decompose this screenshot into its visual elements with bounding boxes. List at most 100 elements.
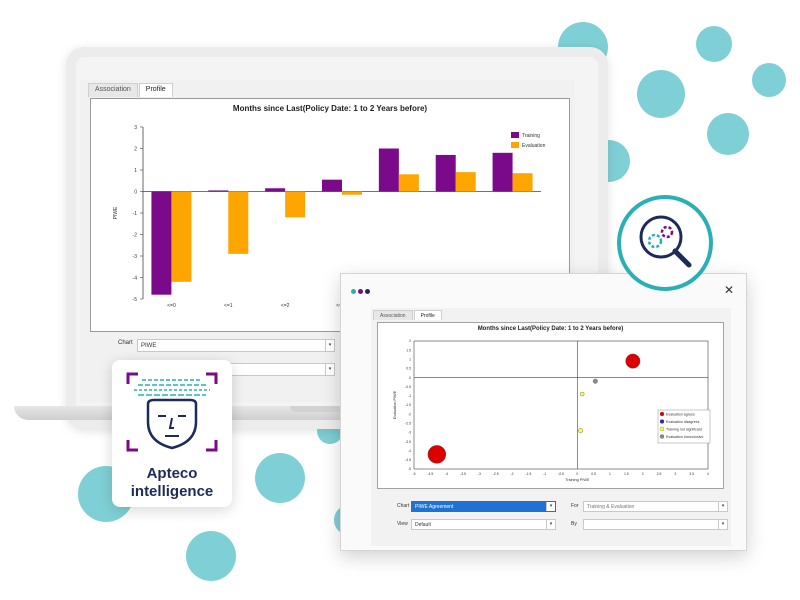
scatter-point	[427, 445, 447, 464]
window-dot	[365, 289, 370, 294]
scatter-point	[578, 428, 584, 434]
tab-association[interactable]: Association	[88, 83, 138, 97]
y-tick-label: -3	[133, 254, 138, 260]
chevron-down-icon: ▾	[718, 520, 727, 529]
for-select[interactable]: Training & Evaluation ▾	[583, 501, 728, 512]
tab-bar: Association Profile	[373, 310, 443, 320]
window-dot	[351, 289, 356, 294]
y-tick-label: -4	[408, 449, 411, 453]
legend-label: Evaluation inconclusive	[666, 435, 703, 439]
view-select-value: Default	[415, 522, 431, 528]
brand-tagline: intelligence	[130, 483, 214, 500]
profile-window: ✕ Association Profile Months since Last(…	[340, 273, 747, 551]
chart-field-label: Chart	[118, 340, 133, 346]
y-tick-label: 0.5	[406, 367, 411, 371]
decor-dot	[186, 531, 236, 581]
x-tick-label: 1	[609, 472, 611, 476]
decor-dot	[637, 70, 685, 118]
x-tick-label: 1.5	[624, 472, 629, 476]
scatter-point	[580, 391, 585, 397]
y-tick-label: -2.5	[405, 421, 411, 425]
x-tick-label: -4.5	[427, 472, 433, 476]
chart-select[interactable]: PIWE Agreement ▾	[411, 501, 556, 512]
chevron-down-icon: ▾	[546, 502, 555, 511]
for-field-label: For	[571, 503, 579, 509]
bar-training	[151, 191, 172, 295]
x-tick-label: 0	[576, 472, 578, 476]
plot-frame	[413, 340, 709, 470]
scatter-chart: -5 -4.5 -4 -3.5 -3 -2.5 -2 -1.5 -1 -0.5 0 0.5 1 1.5 2 2…	[393, 339, 711, 482]
y-tick-label: 1	[134, 168, 137, 174]
legend-label: Training	[522, 133, 540, 139]
x-tick-label: -5	[412, 472, 415, 476]
close-icon[interactable]: ✕	[723, 283, 734, 297]
view-select[interactable]: Default ▾	[411, 519, 556, 530]
y-tick-label: -4	[133, 276, 138, 282]
tab-profile[interactable]: Profile	[138, 83, 173, 97]
y-axis-label: Evaluation PIWE	[393, 390, 397, 419]
y-tick-label: -4.5	[405, 458, 411, 462]
legend-label: Evaluation	[522, 143, 546, 149]
y-tick-label: 2	[409, 339, 411, 343]
chevron-down-icon: ▾	[546, 520, 555, 529]
bar-training	[208, 190, 229, 192]
chart-title: Months since Last(Policy Date: 1 to 2 Ye…	[477, 326, 624, 332]
x-tick-label: <=2	[281, 303, 290, 309]
legend-label: Evaluation disagrees	[666, 420, 700, 424]
legend-swatch	[659, 434, 665, 439]
magnifier-gears-icon	[639, 215, 692, 268]
by-select[interactable]: ▾	[583, 519, 728, 530]
chart-select[interactable]: PIWE ▾	[137, 339, 335, 352]
bar-evaluation	[285, 191, 306, 218]
y-tick-label: -1	[133, 211, 138, 217]
window-dot	[358, 289, 363, 294]
by-field-label: By	[571, 521, 577, 527]
y-tick-label: -1	[408, 394, 411, 398]
x-tick-label: 3.5	[689, 472, 694, 476]
chart-title: Months since Last(Policy Date: 1 to 2 Ye…	[232, 104, 428, 113]
y-tick-label: 3	[134, 125, 137, 131]
bar-training	[322, 179, 342, 192]
for-select-value: Training & Evaluation	[587, 504, 635, 510]
x-tick-label: -1.5	[525, 472, 531, 476]
face-scan-icon	[126, 372, 218, 452]
y-tick-label: 1	[409, 357, 411, 361]
apteco-logo-card: Apteco intelligence	[112, 360, 232, 507]
brand-name: Apteco	[146, 465, 198, 482]
y-tick-label: 1.5	[406, 348, 411, 352]
x-tick-label: 0.5	[591, 472, 596, 476]
chart-select-value: PIWE	[141, 343, 157, 349]
y-axis-label: PIWE	[113, 206, 119, 219]
decor-dot	[696, 26, 732, 62]
x-tick-label: -3	[478, 472, 481, 476]
x-axis-label: Training PIWE	[565, 478, 590, 482]
y-tick-label: -5	[133, 297, 138, 303]
x-tick-label: -3.5	[460, 472, 466, 476]
y-tick-label: -1.5	[405, 403, 411, 407]
x-tick-label: <=1	[224, 303, 233, 309]
decor-dot	[707, 113, 749, 155]
x-tick-label: -2.5	[493, 472, 499, 476]
tab-bar: Association Profile	[88, 83, 174, 97]
bar-evaluation	[228, 191, 249, 254]
view-field-label: View	[397, 521, 408, 527]
x-tick-label: 2.5	[657, 472, 662, 476]
y-tick-label: -2	[408, 412, 411, 416]
x-tick-label: 3	[674, 472, 676, 476]
chevron-down-icon: ▾	[718, 502, 727, 511]
x-tick-label: -1	[543, 472, 546, 476]
legend-swatch	[511, 142, 519, 148]
decor-dot	[752, 63, 786, 97]
bar-training	[265, 188, 286, 192]
x-tick-label: 2	[642, 472, 644, 476]
bar-evaluation	[455, 172, 476, 192]
laptop-notch	[290, 406, 360, 412]
tab-association[interactable]: Association	[373, 310, 413, 320]
chart-select-value: PIWE Agreement	[415, 504, 454, 510]
x-tick-label: -0.5	[558, 472, 564, 476]
y-tick-label: -2	[133, 233, 138, 239]
tab-profile[interactable]: Profile	[413, 310, 442, 320]
bar-evaluation	[512, 173, 533, 192]
chart-field-label: Chart	[397, 503, 410, 509]
